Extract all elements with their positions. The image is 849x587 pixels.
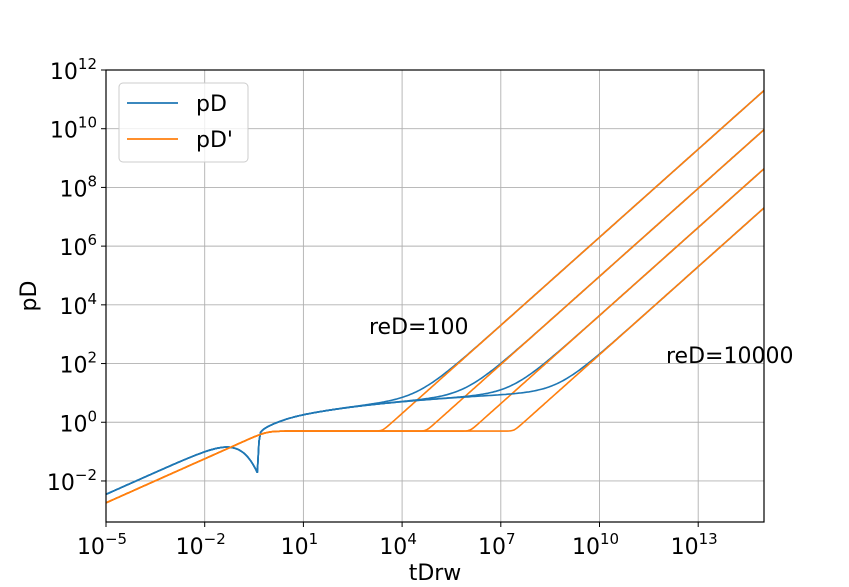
x-tick-label: 10−5 xyxy=(77,530,127,560)
x-tick-label: 107 xyxy=(478,530,516,560)
legend-label-pD-prime: pD' xyxy=(196,128,233,153)
y-axis-ticks: 10−2 100 102 104 106 108 1010 1012 xyxy=(47,55,106,496)
y-tick-label: 104 xyxy=(59,290,97,320)
y-tick-label: 102 xyxy=(59,349,97,379)
y-tick-label: 10−2 xyxy=(47,466,97,496)
annotation-reD-100: reD=100 xyxy=(369,315,468,340)
x-tick-label: 101 xyxy=(281,530,319,560)
legend: pD pD' xyxy=(118,82,249,163)
y-tick-label: 108 xyxy=(59,172,97,202)
x-axis-label: tDrw xyxy=(409,561,462,586)
x-tick-label: 104 xyxy=(379,530,417,560)
y-tick-label: 106 xyxy=(59,231,97,261)
x-axis-ticks: 10−5 10−2 101 104 107 1010 1013 xyxy=(77,522,718,560)
x-tick-label: 1010 xyxy=(572,530,619,560)
y-tick-label: 1010 xyxy=(50,114,97,144)
annotation-reD-10000: reD=10000 xyxy=(666,344,793,369)
plot-curves xyxy=(106,89,764,504)
x-tick-label: 1013 xyxy=(671,530,718,560)
y-tick-label: 100 xyxy=(59,407,97,437)
pD-prime-curve xyxy=(106,207,764,504)
y-tick-label: 1012 xyxy=(50,55,97,85)
y-axis-label: pD xyxy=(17,281,42,312)
x-tick-label: 10−2 xyxy=(176,530,226,560)
plot-frame xyxy=(105,69,765,523)
legend-label-pD: pD xyxy=(196,92,227,117)
